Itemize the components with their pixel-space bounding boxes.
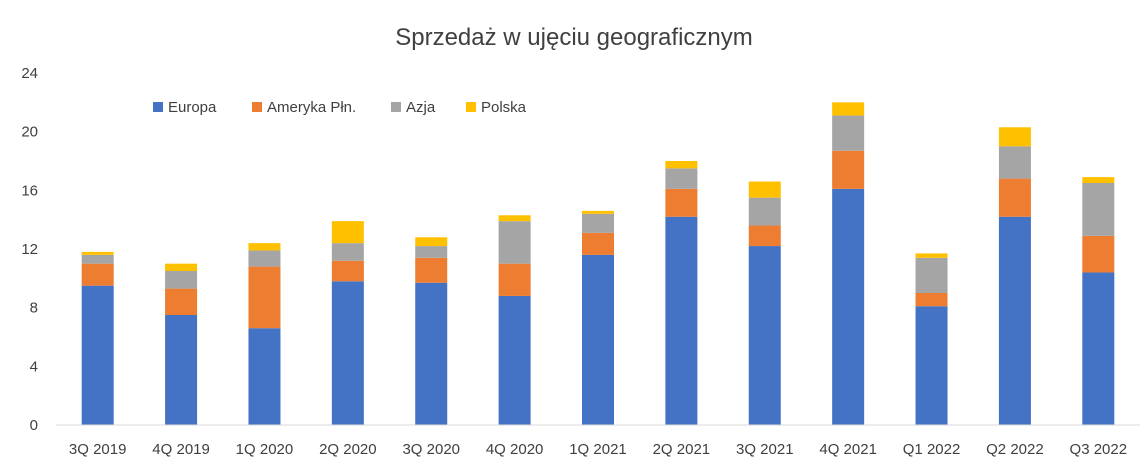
bar-azja-1q-2020 [248,250,281,267]
bars-layer [81,102,1115,425]
y-tick-label: 16 [21,182,38,199]
x-tick-label: 1Q 2021 [569,441,627,458]
legend-label-polska: Polska [481,99,527,116]
bar-polska-3q-2021 [748,181,781,198]
bar-azja-3q-2021 [748,197,781,226]
y-tick-label: 8 [30,300,38,317]
bar-polska-2q-2021 [665,161,698,169]
bar-ameryka-pln-4q-2021 [832,150,865,189]
bar-europa-q3-2022 [1082,272,1115,425]
bar-europa-1q-2021 [582,254,614,425]
x-tick-label: 3Q 2019 [69,441,127,458]
bar-polska-1q-2020 [248,243,281,251]
bar-azja-q3-2022 [1082,183,1115,236]
bar-ameryka-pln-4q-2019 [165,288,198,315]
bar-azja-3q-2020 [415,246,448,258]
bar-polska-4q-2021 [832,102,865,116]
bar-europa-3q-2020 [415,282,448,425]
x-tick-label: Q3 2022 [1070,441,1128,458]
bar-ameryka-pln-q1-2022 [915,293,948,307]
bar-europa-2q-2021 [665,216,698,425]
bar-ameryka-pln-3q-2019 [81,263,114,286]
bar-polska-3q-2020 [415,237,448,247]
y-tick-label: 12 [21,241,38,258]
bar-europa-4q-2020 [498,295,531,425]
x-tick-label: Q2 2022 [986,441,1044,458]
y-tick-label: 24 [21,65,38,82]
bar-azja-q1-2022 [915,257,948,293]
bar-azja-1q-2021 [582,213,614,233]
x-tick-label: 3Q 2020 [402,441,460,458]
axis-layer: 3Q 2019 4Q 2019 1Q 2020 2Q 2020 3Q 2020 4Q 20… [21,65,1140,458]
x-tick-label: 4Q 2020 [486,441,544,458]
x-tick-label: 2Q 2020 [319,441,377,458]
legend-swatch-polska [466,102,476,112]
bar-europa-2q-2020 [331,281,364,425]
bar-europa-4q-2019 [165,315,198,425]
bar-azja-4q-2019 [165,271,198,289]
chart-title: Sprzedaż w ujęciu geograficznym [395,24,753,51]
legend-label-ameryka-pln: Ameryka Płn. [267,99,356,116]
bar-europa-q2-2022 [998,216,1031,425]
x-tick-label: 4Q 2021 [819,441,877,458]
x-tick-label: 2Q 2021 [653,441,711,458]
x-tick-label: 3Q 2021 [736,441,794,458]
bar-polska-2q-2020 [331,221,364,244]
bar-polska-3q-2019 [81,251,114,255]
legend-label-europa: Europa [168,99,217,116]
bar-ameryka-pln-2q-2021 [665,188,698,217]
bar-polska-q2-2022 [998,127,1031,147]
bar-ameryka-pln-q2-2022 [998,178,1031,217]
legend-swatch-ameryka-pln [252,102,262,112]
x-tick-label: Q1 2022 [903,441,961,458]
bar-europa-1q-2020 [248,328,281,425]
bar-polska-q1-2022 [915,253,948,258]
bar-ameryka-pln-1q-2020 [248,266,281,329]
bar-ameryka-pln-4q-2020 [498,263,531,296]
bar-ameryka-pln-3q-2020 [415,257,448,283]
y-tick-label: 0 [30,417,38,434]
bar-polska-4q-2019 [165,263,198,271]
legend-swatch-azja [391,102,401,112]
bar-polska-1q-2021 [582,210,614,214]
bar-ameryka-pln-3q-2021 [748,225,781,247]
y-tick-label: 20 [21,124,38,141]
legend-swatch-europa [153,102,163,112]
bar-europa-3q-2021 [748,246,781,425]
legend: Europa Ameryka Płn. Azja Polska [153,99,527,116]
legend-label-azja: Azja [406,99,436,116]
bar-europa-3q-2019 [81,285,114,425]
y-tick-label: 4 [30,358,38,375]
bar-azja-q2-2022 [998,146,1031,179]
bar-azja-4q-2021 [832,115,865,151]
x-tick-label: 1Q 2020 [236,441,294,458]
bar-azja-3q-2019 [81,254,114,264]
bar-azja-4q-2020 [498,221,531,264]
x-tick-label: 4Q 2019 [152,441,210,458]
bar-azja-2q-2021 [665,168,698,189]
bar-polska-4q-2020 [498,215,531,222]
bar-azja-2q-2020 [331,243,364,261]
bar-polska-q3-2022 [1082,177,1115,183]
bar-ameryka-pln-1q-2021 [582,232,614,255]
bar-ameryka-pln-q3-2022 [1082,235,1115,273]
bar-ameryka-pln-2q-2020 [331,260,364,282]
bar-europa-q1-2022 [915,306,948,425]
bar-europa-4q-2021 [832,188,865,425]
